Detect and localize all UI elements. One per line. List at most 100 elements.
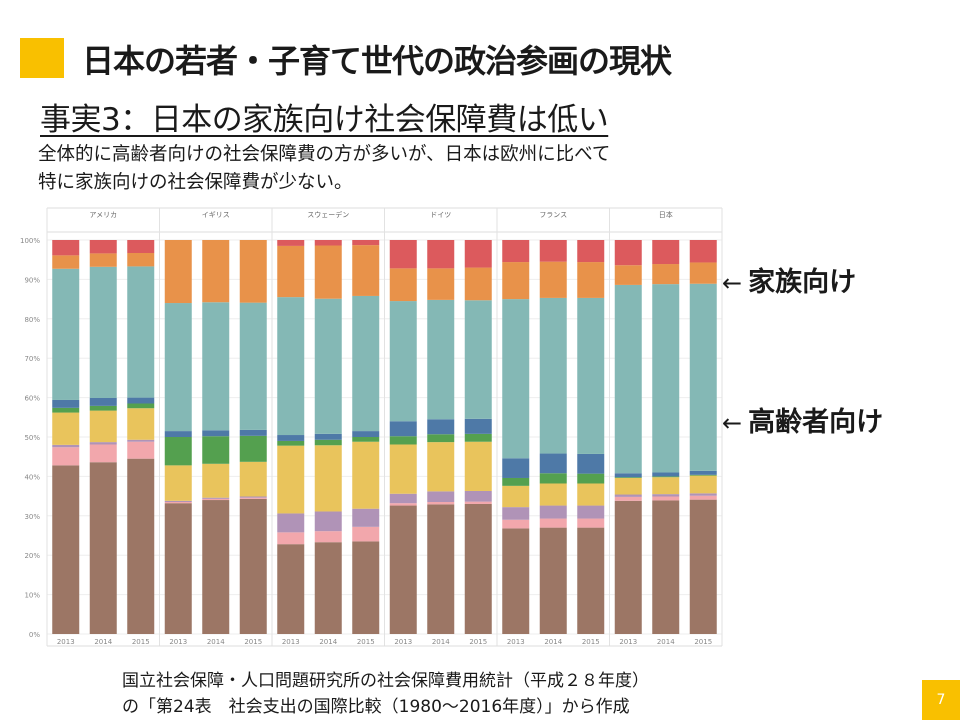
bar-segment [389,505,417,634]
x-tick-label: 2015 [469,638,487,646]
bar-segment [614,284,642,474]
bar-segment [352,431,380,437]
bar-segment [277,297,305,436]
bar-segment [577,518,605,528]
bar-segment [389,421,417,437]
bar-segment [277,513,305,533]
bar-segment [89,444,117,463]
bar-segment [352,240,380,246]
bar-segment [464,490,492,502]
bar-segment [502,485,530,508]
left-arrow-icon: ← [722,269,743,297]
bar-segment [614,473,642,478]
bar-segment [389,493,417,504]
bar-segment [239,496,267,498]
bar-segment [652,476,680,478]
bar-segment [389,503,417,506]
bar-segment [427,419,455,435]
bar-segment [52,444,80,448]
bar-segment [277,532,305,545]
bar-segment [427,268,455,300]
bar-segment [502,519,530,529]
bar-segment [89,253,117,267]
x-tick-label: 2014 [432,638,450,646]
y-tick-label: 10% [24,592,40,600]
slide-description: 全体的に高齢者向けの社会保障費の方が多いが、日本は欧州に比べて 特に家族向けの社… [38,141,610,197]
bar-segment [164,500,192,503]
bar-segment [614,477,642,478]
stacked-bar-chart: 0% 10% 20% 30% 40% 50% 60% 70% 80% 90% 100% アメリカ 201… [20,207,723,647]
bar-segment [127,253,155,267]
annotation-family-label: 家族向け [748,267,857,298]
bar-segment [314,542,342,634]
annotation-elderly: ← 高齢者向け [722,400,883,439]
bar-segment [277,245,305,298]
x-tick-label: 2015 [244,638,262,646]
bar-segment [539,527,567,634]
bar-segment [127,439,155,442]
slide-title: 日本の若者・子育て世代の政治参画の現状 [82,42,672,80]
y-tick-label: 60% [24,395,40,403]
bar-segment [239,240,267,303]
bar-segment [277,435,305,441]
description-line: 特に家族向けの社会保障費が少ない。 [38,172,353,193]
y-tick-label: 80% [24,316,40,324]
bar-segment [689,283,717,471]
bar-segment [464,267,492,301]
bar-segment [52,399,80,408]
bar-segment [127,458,155,634]
bar-segment [202,436,230,464]
bar-segment [577,483,605,506]
bar-segment [314,240,342,246]
bar-segment [164,465,192,501]
bar-segment [427,299,455,420]
y-tick-label: 90% [24,276,40,284]
bar-segment [502,458,530,478]
bar-segment [52,465,80,634]
bar-segment [389,268,417,302]
bar-segment [127,403,155,409]
annotation-elderly-label: 高齢者向け [748,407,884,438]
bar-segment [577,297,605,454]
bar-segment [502,477,530,486]
bar-segment [689,495,717,500]
bar-segment [314,531,342,543]
x-tick-label: 2014 [657,638,675,646]
source-line: の「第24表 社会支出の国際比較（1980〜2016年度）」から作成 [122,697,630,717]
bar-segment [314,511,342,532]
bar-segment [164,431,192,437]
country-label: ドイツ [430,211,451,219]
y-tick-label: 100% [20,237,40,245]
bar-segment [52,255,80,269]
x-tick-label: 2015 [582,638,600,646]
bar-segment [127,441,155,459]
country-label: アメリカ [89,211,117,219]
bar-segment [164,240,192,304]
bar-segment [52,412,80,445]
bar-segment [539,453,567,474]
bar-segment [389,240,417,269]
annotation-family: ← 家族向け [722,260,856,299]
bar-segment [577,527,605,634]
bar-segment [539,297,567,454]
x-tick-label: 2013 [169,638,187,646]
description-line: 全体的に高齢者向けの社会保障費の方が多いが、日本は欧州に比べて [38,144,611,165]
bar-segment [689,470,717,475]
bar-segment [689,262,717,284]
bar-segment [352,508,380,527]
bar-segment [614,496,642,501]
bar-segment [689,499,717,634]
source-note: 国立社会保障・人口問題研究所の社会保障費用統計（平成２８年度） の「第24表 社… [122,668,649,720]
bar-segment [502,299,530,459]
bar-segment [89,410,117,443]
bar-segment [689,475,717,494]
bar-segment [314,439,342,446]
bar-segment [539,473,567,484]
bar-segment [652,496,680,501]
bar-segment [614,477,642,495]
bar-segment [202,497,230,499]
y-tick-label: 20% [24,552,40,560]
bar-segment [389,436,417,445]
bar-segment [539,505,567,519]
y-tick-label: 50% [24,434,40,442]
